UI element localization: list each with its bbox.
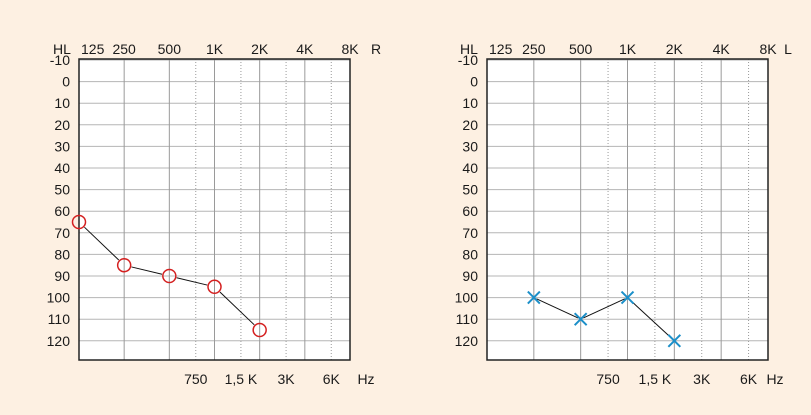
y-tick-label: -10 — [458, 52, 478, 68]
y-tick-label: 120 — [455, 333, 479, 349]
y-tick-label: 50 — [462, 182, 478, 198]
y-tick-label: 20 — [54, 117, 70, 133]
x-tick-label-bottom: 1,5 K — [639, 371, 672, 387]
data-point-circle — [71, 214, 87, 230]
y-tick-label: 0 — [470, 74, 478, 90]
series-segment — [84, 226, 120, 261]
x-tick-label-top: 250 — [522, 41, 546, 57]
x-tick-label-top: 8K — [341, 41, 359, 57]
series-segment — [583, 298, 625, 319]
y-tick-label: 60 — [462, 203, 478, 219]
hz-label: Hz — [357, 371, 374, 387]
y-tick-label: 20 — [462, 117, 478, 133]
x-tick-label-top: 2K — [251, 41, 269, 57]
x-tick-label-bottom: 750 — [596, 371, 620, 387]
data-point-cross — [527, 290, 541, 305]
x-tick-label-bottom: 750 — [184, 371, 208, 387]
data-point-circle — [162, 268, 177, 284]
x-tick-label-top: 8K — [759, 41, 777, 57]
x-tick-label-top: 500 — [569, 41, 593, 57]
y-tick-label: 90 — [462, 268, 478, 284]
series-segment — [219, 291, 255, 326]
x-tick-label-bottom: 6K — [323, 371, 341, 387]
x-tick-label-bottom: 1,5 K — [225, 371, 258, 387]
x-tick-label-top: 1K — [619, 41, 637, 57]
y-tick-label: 30 — [462, 138, 478, 154]
x-tick-label-bottom: 3K — [278, 371, 296, 387]
data-point-cross — [573, 312, 588, 326]
y-tick-label: 70 — [54, 225, 70, 241]
data-point-cross — [620, 290, 635, 305]
x-tick-label-bottom: 3K — [693, 371, 711, 387]
ear-label: R — [371, 41, 381, 57]
x-tick-label-top: 2K — [666, 41, 684, 57]
x-tick-label-top: 4K — [296, 41, 314, 57]
x-tick-label-top: 4K — [713, 41, 731, 57]
ear-label: L — [784, 41, 792, 57]
y-tick-label: -10 — [50, 52, 70, 68]
y-tick-label: 10 — [462, 95, 478, 111]
y-tick-label: 100 — [455, 290, 479, 306]
y-tick-label: 40 — [54, 160, 70, 176]
series-segment — [629, 299, 673, 340]
hl-label: HL — [460, 41, 478, 57]
series-segment — [131, 266, 163, 275]
y-tick-label: 90 — [54, 268, 70, 284]
x-tick-label-top: 125 — [81, 41, 105, 57]
y-tick-label: 80 — [54, 246, 70, 262]
plot-border — [78, 58, 351, 361]
hz-label: Hz — [766, 371, 783, 387]
x-tick-label-top: 125 — [489, 41, 513, 57]
y-tick-label: 70 — [462, 225, 478, 241]
y-tick-label: 110 — [456, 311, 479, 327]
data-point-circle — [116, 257, 132, 273]
x-tick-label-bottom: 6K — [740, 371, 758, 387]
x-tick-label-top: 500 — [158, 41, 182, 57]
data-point-circle — [252, 322, 267, 338]
data-point-circle — [207, 279, 222, 295]
hl-label: HL — [53, 41, 71, 57]
series-segment — [536, 298, 579, 319]
y-tick-label: 40 — [462, 160, 478, 176]
x-tick-label-top: 250 — [112, 41, 136, 57]
plot-border — [486, 58, 769, 361]
audiogram-left: HL 125 250 500 1K 2K 4K 8K L 750 1,5 K 3K 6K Hz -10 0 10… — [455, 41, 792, 387]
y-tick-label: 10 — [54, 95, 70, 111]
y-tick-label: 60 — [54, 203, 70, 219]
data-point-cross — [667, 334, 682, 348]
y-tick-label: 100 — [47, 290, 71, 306]
y-tick-label: 80 — [462, 246, 478, 262]
y-tick-label: 50 — [54, 182, 70, 198]
y-tick-label: 120 — [47, 333, 71, 349]
audiogram-right: HL 125 250 500 1K 2K 4K 8K R 750 1,5 K 3K 6K Hz -10 0 10… — [47, 41, 381, 387]
series-segment — [176, 277, 208, 286]
y-tick-label: 110 — [48, 311, 71, 327]
x-tick-label-top: 1K — [206, 41, 224, 57]
y-tick-label: 30 — [54, 138, 70, 154]
y-tick-label: 0 — [62, 74, 70, 90]
